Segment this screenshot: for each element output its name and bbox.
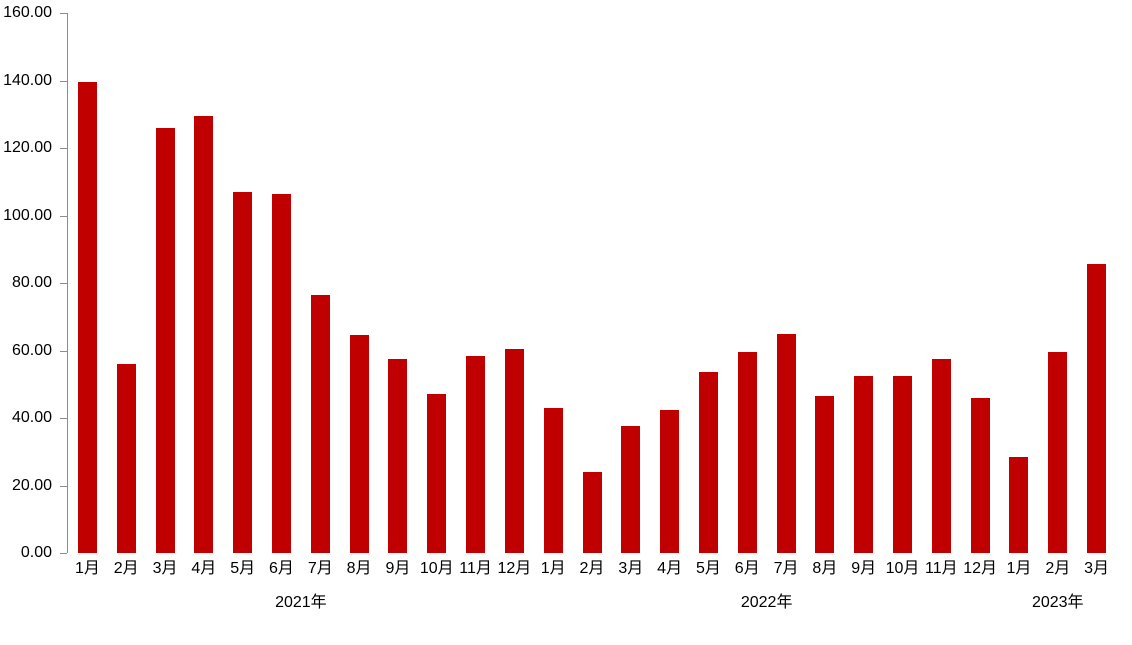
x-axis-month-label: 10月 — [885, 560, 920, 577]
x-axis-month-label: 6月 — [734, 560, 760, 577]
bar — [1009, 456, 1029, 553]
x-axis-month-label: 12月 — [497, 560, 532, 577]
x-axis-month-label: 7月 — [307, 560, 333, 577]
x-axis-month-label: 2月 — [579, 560, 605, 577]
bar — [815, 396, 835, 553]
x-axis-year-label: 2023年 — [1031, 594, 1084, 611]
bar — [388, 358, 408, 553]
x-axis-month-label: 2月 — [113, 560, 139, 577]
x-axis-year-label: 2021年 — [275, 594, 327, 611]
bar — [621, 426, 641, 553]
x-axis-month-label: 3月 — [1084, 560, 1110, 577]
y-axis-tick — [60, 80, 67, 82]
bar — [698, 372, 718, 553]
bar — [271, 193, 291, 553]
bar — [893, 375, 913, 553]
x-axis-month-label: 11月 — [925, 560, 958, 577]
y-axis-tick-label: 120.00 — [3, 139, 52, 156]
y-axis-tick — [60, 485, 67, 487]
bar — [427, 394, 447, 553]
y-axis-tick-label: 140.00 — [3, 71, 52, 89]
x-axis-month-label: 5月 — [230, 560, 256, 577]
bar — [931, 358, 951, 553]
x-axis-month-label: 11月 — [459, 560, 492, 577]
bar — [1087, 264, 1107, 553]
y-axis-tick — [60, 13, 67, 14]
x-axis-month-label: 8月 — [346, 560, 372, 577]
x-axis-month-label: 1月 — [74, 560, 100, 577]
bar — [233, 191, 253, 553]
y-axis-tick-label: 160.00 — [3, 4, 52, 21]
y-axis-tick — [60, 418, 67, 419]
y-axis-line — [67, 13, 68, 553]
x-axis-month-label: 1月 — [1006, 560, 1032, 577]
x-axis-month-label: 8月 — [812, 560, 838, 577]
y-axis-tick — [60, 215, 67, 217]
bar — [155, 127, 175, 553]
bar — [854, 375, 874, 553]
bar — [504, 348, 524, 553]
bar — [116, 364, 136, 553]
y-axis-tick-label: 40.00 — [11, 409, 52, 426]
bar — [737, 352, 757, 553]
bar — [77, 82, 97, 553]
bar — [349, 335, 369, 553]
x-axis-month-label: 9月 — [385, 560, 411, 577]
x-axis-month-label: 9月 — [851, 560, 877, 577]
y-axis-tick — [60, 283, 67, 284]
x-axis-month-label: 4月 — [657, 560, 683, 577]
x-axis-month-label: 10月 — [419, 560, 454, 577]
y-axis-tick-label: 20.00 — [11, 476, 52, 494]
x-axis-month-label: 4月 — [191, 560, 217, 577]
y-axis-tick — [60, 350, 67, 352]
y-axis-tick — [60, 148, 67, 149]
bar — [776, 333, 796, 553]
y-axis-tick-label: 60.00 — [11, 341, 52, 359]
y-axis-tick-label: 0.00 — [20, 544, 52, 561]
y-axis-tick — [60, 553, 67, 554]
y-axis-tick-label: 80.00 — [11, 274, 52, 291]
x-axis-month-label: 12月 — [963, 560, 998, 577]
bar — [660, 409, 680, 553]
bar — [970, 397, 990, 553]
bar — [543, 407, 563, 553]
bar — [466, 355, 486, 553]
x-axis-month-label: 7月 — [773, 560, 799, 577]
x-axis-month-label: 5月 — [695, 560, 721, 577]
x-axis-month-label: 6月 — [269, 560, 294, 577]
x-axis-month-label: 2月 — [1045, 560, 1071, 577]
bar — [582, 472, 602, 553]
x-axis-month-label: 3月 — [618, 560, 644, 577]
bar — [194, 115, 214, 553]
x-axis-month-label: 3月 — [152, 560, 178, 577]
y-axis-tick-label: 100.00 — [3, 206, 52, 224]
x-axis-month-label: 1月 — [540, 560, 566, 577]
bar — [310, 294, 330, 553]
x-axis-year-label: 2022年 — [740, 594, 793, 611]
bar — [1048, 352, 1068, 553]
